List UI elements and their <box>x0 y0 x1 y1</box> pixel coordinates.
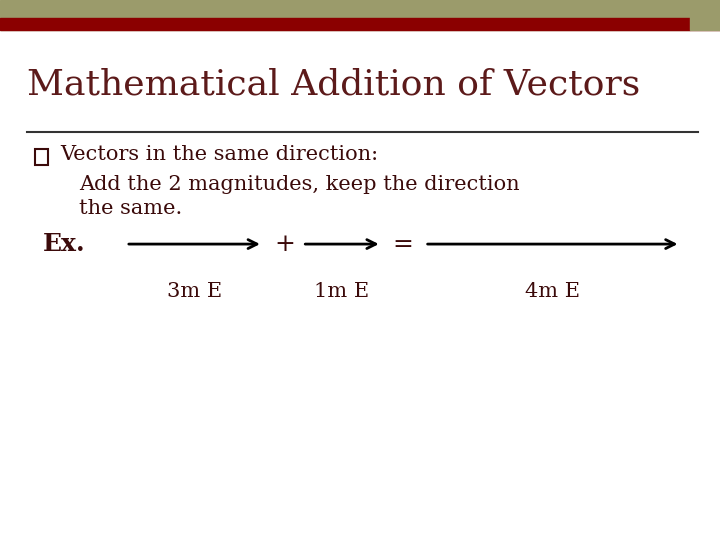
Text: +: + <box>274 233 294 255</box>
Text: 3m E: 3m E <box>167 282 222 301</box>
Bar <box>0 18 720 30</box>
Text: Ex.: Ex. <box>43 232 86 256</box>
Bar <box>35 148 48 165</box>
Bar <box>0 0 690 30</box>
Text: =: = <box>393 233 413 255</box>
Text: 4m E: 4m E <box>525 282 580 301</box>
Text: 1m E: 1m E <box>315 282 369 301</box>
Text: Vectors in the same direction:: Vectors in the same direction: <box>60 145 378 165</box>
Bar <box>690 0 720 30</box>
Text: the same.: the same. <box>79 199 182 218</box>
Text: Mathematical Addition of Vectors: Mathematical Addition of Vectors <box>27 68 641 102</box>
Text: Add the 2 magnitudes, keep the direction: Add the 2 magnitudes, keep the direction <box>79 175 520 194</box>
